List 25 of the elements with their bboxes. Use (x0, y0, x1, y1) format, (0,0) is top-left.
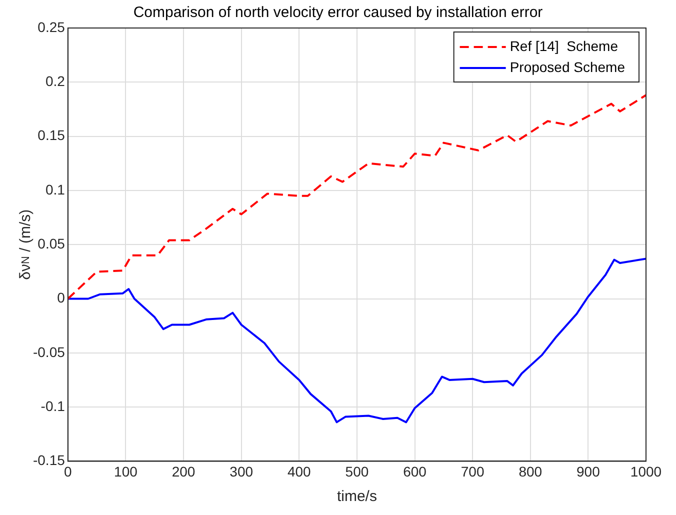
legend-label: Proposed Scheme (510, 58, 626, 75)
chart-title: Comparison of north velocity error caused by installation error (133, 4, 543, 22)
x-tick-label: 300 (230, 463, 254, 480)
y-tick-label: -0.15 (32, 452, 66, 468)
legend-label: Ref [14] Scheme (510, 38, 618, 54)
x-tick-label: 500 (345, 463, 369, 480)
x-tick-label: 400 (287, 463, 312, 480)
y-tick-label: -0.1 (40, 398, 66, 414)
y-tick-label: -0.05 (32, 344, 66, 360)
x-tick-label: 900 (576, 463, 600, 480)
line-series (68, 94, 646, 300)
x-tick-label: 200 (172, 463, 196, 480)
y-tick-label: 0.2 (45, 73, 66, 90)
x-axis-title: time/s (336, 488, 377, 506)
y-tick-label: 0.1 (45, 181, 66, 198)
x-tick-label: 800 (518, 463, 542, 480)
x-tick-label: 600 (403, 463, 427, 480)
y-tick-label: 0.05 (38, 235, 66, 252)
y-tick-label: 0.25 (38, 18, 66, 35)
y-axis-title: δνN / (m/s) (17, 209, 34, 280)
y-tick-label: 0.15 (38, 127, 66, 144)
x-tick-label: 1000 (630, 463, 662, 480)
x-tick-label: 700 (460, 463, 484, 480)
x-tick-label: 100 (114, 463, 138, 480)
y-tick-label: 0 (57, 290, 66, 306)
